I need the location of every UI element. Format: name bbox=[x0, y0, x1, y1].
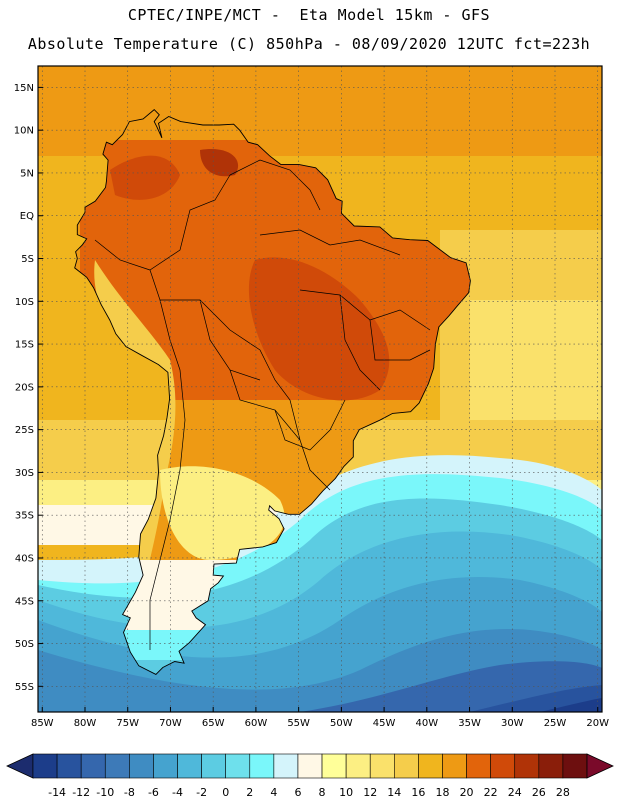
colorbar-label: 8 bbox=[319, 786, 326, 799]
colorbar-label: -4 bbox=[172, 786, 183, 799]
land-hot-nw bbox=[200, 149, 239, 177]
lon-tick-label: 65W bbox=[202, 718, 225, 729]
border-uruguay bbox=[299, 439, 331, 491]
land-hot-core bbox=[248, 257, 390, 401]
colorbar-label: 26 bbox=[532, 786, 546, 799]
colorbar-high-arrow bbox=[586, 753, 614, 779]
lat-tick-label: 15N bbox=[14, 83, 34, 94]
lon-tick-label: 35W bbox=[458, 718, 481, 729]
lat-tick-label: 35S bbox=[15, 511, 34, 522]
colorbar-swatch bbox=[201, 753, 226, 779]
colorbar-label: -6 bbox=[148, 786, 159, 799]
colorbar-swatch bbox=[249, 753, 275, 779]
border-brazil-west bbox=[149, 174, 301, 441]
lat-tick-label: 40S bbox=[15, 553, 34, 564]
colorbar-label: -2 bbox=[196, 786, 207, 799]
colorbar: -14 -12 -10 -8 -6 -4 -2 0 2 4 6 8 10 12 14 16 18 20 22 24 26… bbox=[6, 753, 614, 799]
lon-tick-label: 45W bbox=[373, 718, 396, 729]
colorbar-label: 20 bbox=[460, 786, 474, 799]
lat-tick-label: 20S bbox=[15, 382, 34, 393]
colorbar-swatch bbox=[297, 753, 323, 779]
lon-tick-label: 40W bbox=[416, 718, 439, 729]
colorbar-label: 2 bbox=[246, 786, 253, 799]
border-paraguay bbox=[274, 399, 346, 451]
colorbar-label: 18 bbox=[435, 786, 449, 799]
land-south-yellow bbox=[160, 466, 285, 560]
colorbar-label: 28 bbox=[556, 786, 570, 799]
colorbar-swatch bbox=[345, 753, 371, 779]
colorbar-swatch bbox=[394, 753, 419, 779]
field-mid-atlantic bbox=[470, 300, 602, 430]
lat-tick-label: 5N bbox=[20, 168, 34, 179]
colorbar-label: 4 bbox=[270, 786, 277, 799]
colorbar-label: 10 bbox=[339, 786, 353, 799]
colorbar-label: 12 bbox=[363, 786, 377, 799]
lat-tick-label: 25S bbox=[15, 425, 34, 436]
border-guianas bbox=[229, 159, 321, 211]
lon-tick-label: 70W bbox=[159, 718, 182, 729]
border-brazil-states-4 bbox=[369, 319, 431, 361]
colorbar-low-arrow bbox=[6, 753, 34, 779]
colorbar-swatch bbox=[177, 753, 202, 779]
south-america-coastline bbox=[74, 108, 471, 675]
border-brazil-states-3 bbox=[339, 294, 381, 391]
axis-labels: 15N 10N 5N EQ 5S 10S 15S 20S 25S 30S 35S 40S 45S 50S 5… bbox=[14, 83, 609, 729]
lat-tick-label: 45S bbox=[15, 596, 34, 607]
lon-tick-label: 20W bbox=[586, 718, 609, 729]
chart-subtitle: Absolute Temperature (C) 850hPa - 08/09/… bbox=[27, 35, 591, 53]
colorbar-label: 0 bbox=[222, 786, 229, 799]
map-panel bbox=[38, 66, 602, 712]
lon-tick-label: 25W bbox=[544, 718, 567, 729]
lat-tick-label: EQ bbox=[20, 211, 34, 222]
lon-tick-label: 85W bbox=[31, 718, 54, 729]
country-borders bbox=[94, 159, 431, 650]
border-brazil-states-1 bbox=[259, 229, 401, 256]
lon-tick-label: 60W bbox=[245, 718, 268, 729]
colorbar-swatch bbox=[490, 753, 516, 779]
colorbar-swatch bbox=[321, 753, 347, 779]
lon-tick-label: 75W bbox=[116, 718, 139, 729]
colorbar-label: 14 bbox=[387, 786, 401, 799]
colorbar-swatch bbox=[56, 753, 82, 779]
colorbar-label: 6 bbox=[294, 786, 301, 799]
colorbar-swatch bbox=[32, 753, 58, 779]
border-bolivia bbox=[199, 299, 301, 441]
lat-tick-label: 55S bbox=[15, 682, 34, 693]
colorbar-swatch bbox=[104, 753, 130, 779]
colorbar-swatch bbox=[153, 753, 178, 779]
colorbar-swatch bbox=[369, 753, 395, 779]
colorbar-swatch bbox=[225, 753, 251, 779]
colorbar-swatch bbox=[418, 753, 443, 779]
colorbar-label: -8 bbox=[124, 786, 135, 799]
map-frame bbox=[37, 65, 603, 713]
colorbar-swatch bbox=[514, 753, 540, 779]
colorbar-swatch bbox=[562, 753, 588, 779]
lat-tick-label: 30S bbox=[15, 468, 34, 479]
lon-tick-label: 55W bbox=[287, 718, 310, 729]
lon-tick-label: 50W bbox=[330, 718, 353, 729]
colorbar-swatch bbox=[273, 753, 299, 779]
colorbar-label: -12 bbox=[72, 786, 90, 799]
chart-title: CPTEC/INPE/MCT - Eta Model 15km - GFS bbox=[127, 6, 491, 24]
lon-tick-label: 30W bbox=[501, 718, 524, 729]
colorbar-swatch bbox=[466, 753, 491, 779]
lat-tick-label: 10S bbox=[15, 297, 34, 308]
colorbar-label: 16 bbox=[411, 786, 425, 799]
colorbar-label: -14 bbox=[48, 786, 66, 799]
colorbar-swatch bbox=[538, 753, 564, 779]
border-andes bbox=[94, 239, 186, 650]
colorbar-swatch bbox=[442, 753, 467, 779]
lat-tick-label: 10N bbox=[14, 126, 34, 137]
lat-tick-label: 50S bbox=[15, 639, 34, 650]
lat-tick-label: 5S bbox=[21, 254, 34, 265]
lat-tick-label: 15S bbox=[15, 340, 34, 351]
colorbar-label: 22 bbox=[484, 786, 498, 799]
lon-tick-label: 80W bbox=[74, 718, 97, 729]
colorbar-swatch bbox=[129, 753, 154, 779]
colorbar-swatch bbox=[80, 753, 106, 779]
colorbar-label: 24 bbox=[508, 786, 522, 799]
colorbar-label: -10 bbox=[96, 786, 114, 799]
